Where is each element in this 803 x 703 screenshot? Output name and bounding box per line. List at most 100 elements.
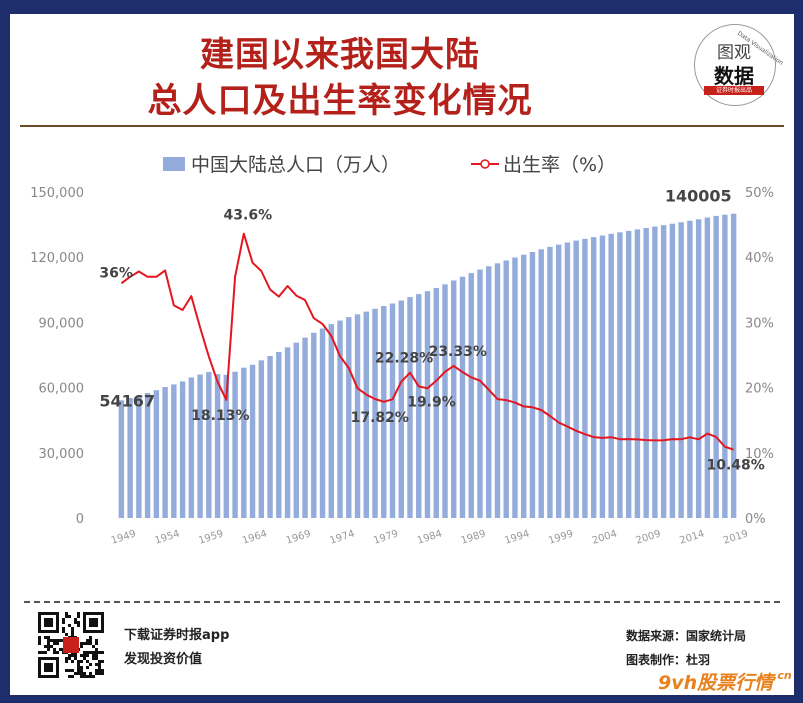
- qr-module: [38, 612, 41, 615]
- x-tick-label: 1984: [416, 528, 444, 546]
- population-bar: [416, 294, 422, 518]
- title-line-2: 总人口及出生率变化情况: [147, 81, 533, 121]
- qr-module: [50, 663, 53, 666]
- title-divider: [20, 125, 784, 127]
- x-tick-label: 2019: [722, 528, 750, 546]
- qr-module: [98, 663, 101, 666]
- qr-module: [98, 660, 101, 663]
- qr-module: [98, 669, 101, 672]
- population-bar: [590, 237, 597, 518]
- qr-module: [38, 669, 41, 672]
- qr-module: [44, 669, 47, 672]
- population-bar: [258, 360, 265, 518]
- qr-module: [65, 660, 68, 663]
- qr-module: [44, 657, 47, 660]
- y-left-tick-label: 150,000: [30, 186, 84, 201]
- qr-module: [53, 639, 56, 642]
- qr-module: [80, 672, 83, 675]
- x-tick-label: 2004: [591, 528, 619, 546]
- x-tick-label: 1994: [503, 528, 531, 546]
- population-bar: [171, 384, 177, 518]
- qr-module: [47, 636, 50, 639]
- qr-module: [101, 621, 104, 624]
- population-bar: [547, 246, 553, 518]
- qr-module: [44, 666, 47, 669]
- legend-birth-label: 出生率（%）: [503, 154, 616, 176]
- population-bar: [468, 273, 474, 518]
- population-bar: [372, 308, 378, 518]
- population-bar: [678, 222, 684, 518]
- population-bar: [617, 232, 623, 518]
- qr-module: [86, 639, 89, 642]
- population-bar: [144, 393, 151, 518]
- population-bar: [319, 328, 326, 518]
- qr-module: [50, 657, 53, 660]
- qr-module: [47, 612, 50, 615]
- population-bar: [249, 364, 256, 518]
- qr-module: [95, 663, 98, 666]
- qr-module: [47, 669, 50, 672]
- population-bar: [538, 249, 544, 518]
- population-bar: [214, 374, 221, 518]
- qr-module: [74, 672, 77, 675]
- population-bar: [389, 303, 396, 518]
- y-left-tick-label: 0: [76, 512, 84, 527]
- qr-module: [56, 672, 59, 675]
- qr-module: [80, 669, 83, 672]
- qr-module: [47, 657, 50, 660]
- qr-module: [71, 627, 74, 630]
- qr-module: [86, 651, 89, 654]
- qr-module: [77, 669, 80, 672]
- population-bar: [267, 355, 273, 518]
- qr-module: [95, 639, 98, 642]
- qr-module: [41, 675, 44, 678]
- qr-module: [68, 654, 71, 657]
- population-bar: [494, 263, 501, 518]
- population-bar: [311, 332, 317, 518]
- data-label: 17.82%: [351, 410, 409, 426]
- qr-module: [59, 639, 62, 642]
- population-bar: [695, 219, 702, 518]
- qr-module: [62, 627, 65, 630]
- qr-module: [95, 648, 98, 651]
- population-bar: [625, 230, 632, 518]
- qr-module: [44, 645, 47, 648]
- qr-module: [86, 675, 89, 678]
- data-label: 19.9%: [407, 394, 456, 410]
- qr-module: [71, 630, 74, 633]
- qr-module: [86, 642, 89, 645]
- qr-module: [59, 648, 62, 651]
- chart-svg: 中国大陆总人口（万人） 出生率（%） 0 30,000 60,000 90,000 120,…: [30, 154, 774, 547]
- footer-promo: 下载证券时报app 发现投资价值: [124, 624, 229, 672]
- qr-module: [89, 636, 92, 639]
- qr-module: [89, 612, 92, 615]
- data-label: 54167: [99, 391, 155, 410]
- population-bar: [407, 297, 413, 518]
- qr-module: [95, 624, 98, 627]
- qr-module: [98, 630, 101, 633]
- population-bar: [197, 374, 203, 518]
- qr-module: [74, 618, 77, 621]
- qr-module: [77, 621, 80, 624]
- y-left-tick-label: 120,000: [30, 251, 84, 266]
- population-bar: [512, 257, 518, 518]
- population-bar: [486, 266, 492, 518]
- population-bar: [503, 260, 509, 518]
- qr-module: [50, 618, 53, 621]
- qr-module: [56, 627, 59, 630]
- qr-module: [47, 639, 50, 642]
- qr-module: [95, 654, 98, 657]
- qr-center-logo: [63, 637, 79, 653]
- qr-module: [38, 618, 41, 621]
- qr-module: [80, 642, 83, 645]
- qr-module: [101, 630, 104, 633]
- qr-module: [92, 657, 95, 660]
- qr-module: [65, 615, 68, 618]
- x-tick-label: 1979: [372, 528, 400, 546]
- population-bar: [223, 374, 230, 518]
- logo-red-bar: 证券时报出品: [704, 86, 764, 95]
- x-tick-label: 1954: [154, 528, 182, 546]
- qr-module: [38, 675, 41, 678]
- x-tick-label: 1964: [241, 528, 269, 546]
- population-bar: [398, 300, 404, 518]
